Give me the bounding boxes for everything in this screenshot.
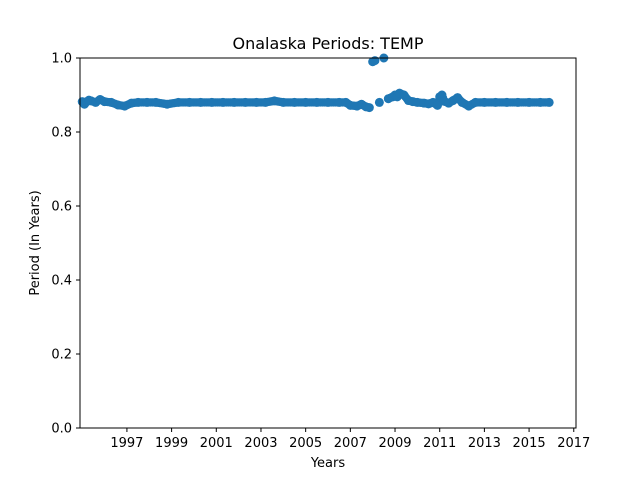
y-axis-ticks: 0.0 0.2 0.4 0.6 0.8 1.0 bbox=[51, 52, 80, 437]
data-point bbox=[269, 96, 279, 106]
y-tick-label: 0.0 bbox=[51, 422, 72, 437]
y-axis-title: Period (In Years) bbox=[28, 190, 43, 295]
data-point bbox=[364, 103, 374, 113]
data-point bbox=[120, 101, 130, 111]
data-point bbox=[113, 100, 123, 110]
x-tick-label: 2005 bbox=[289, 436, 322, 451]
y-tick-label: 0.4 bbox=[51, 274, 72, 289]
x-tick-label: 2011 bbox=[423, 436, 456, 451]
x-tick-label: 2007 bbox=[334, 436, 367, 451]
data-point bbox=[240, 97, 250, 107]
x-tick-label: 2017 bbox=[557, 436, 590, 451]
y-tick-label: 0.8 bbox=[51, 126, 72, 141]
data-point bbox=[151, 97, 161, 107]
y-tick-label: 0.6 bbox=[51, 200, 72, 215]
data-point bbox=[301, 97, 311, 107]
plot-frame bbox=[79, 57, 577, 429]
data-point bbox=[491, 97, 501, 107]
x-tick-label: 2003 bbox=[244, 436, 277, 451]
data-point bbox=[162, 99, 172, 109]
data-point bbox=[535, 97, 545, 107]
data-point bbox=[196, 97, 206, 107]
data-point bbox=[184, 97, 194, 107]
data-point bbox=[470, 97, 480, 107]
x-tick-label: 2015 bbox=[513, 436, 546, 451]
x-axis-ticks: 1997 1999 2001 2003 2005 2007 2009 2011 2013 2015… bbox=[110, 428, 590, 451]
data-point bbox=[312, 97, 322, 107]
data-point bbox=[218, 97, 228, 107]
y-tick-label: 0.2 bbox=[51, 348, 72, 363]
data-point bbox=[432, 100, 442, 110]
data-point bbox=[323, 97, 333, 107]
data-point bbox=[479, 97, 489, 107]
data-point bbox=[334, 97, 344, 107]
data-point bbox=[126, 98, 136, 108]
data-point bbox=[524, 97, 534, 107]
data-point bbox=[133, 97, 143, 107]
x-tick-label: 1997 bbox=[110, 436, 143, 451]
data-point bbox=[260, 97, 270, 107]
data-point bbox=[370, 56, 380, 66]
x-tick-label: 2009 bbox=[378, 436, 411, 451]
chart-title: Onalaska Periods: TEMP bbox=[232, 34, 423, 53]
data-point bbox=[374, 97, 384, 107]
data-point bbox=[229, 97, 239, 107]
data-point bbox=[252, 97, 262, 107]
data-point bbox=[412, 97, 422, 107]
data-point bbox=[513, 97, 523, 107]
data-point bbox=[464, 101, 474, 111]
y-tick-label: 1.0 bbox=[51, 52, 72, 67]
x-tick-label: 1999 bbox=[155, 436, 188, 451]
plot-area bbox=[80, 58, 576, 428]
data-point bbox=[207, 97, 217, 107]
data-point bbox=[502, 97, 512, 107]
data-point bbox=[345, 100, 355, 110]
data-point bbox=[544, 97, 554, 107]
x-axis-title: Years bbox=[310, 456, 346, 471]
x-tick-label: 2001 bbox=[200, 436, 233, 451]
data-point bbox=[142, 97, 152, 107]
data-point bbox=[173, 97, 183, 107]
data-point bbox=[278, 97, 288, 107]
data-point bbox=[289, 97, 299, 107]
x-tick-label: 2013 bbox=[468, 436, 501, 451]
data-point bbox=[100, 97, 110, 107]
data-points bbox=[77, 53, 554, 113]
data-point bbox=[457, 97, 467, 107]
